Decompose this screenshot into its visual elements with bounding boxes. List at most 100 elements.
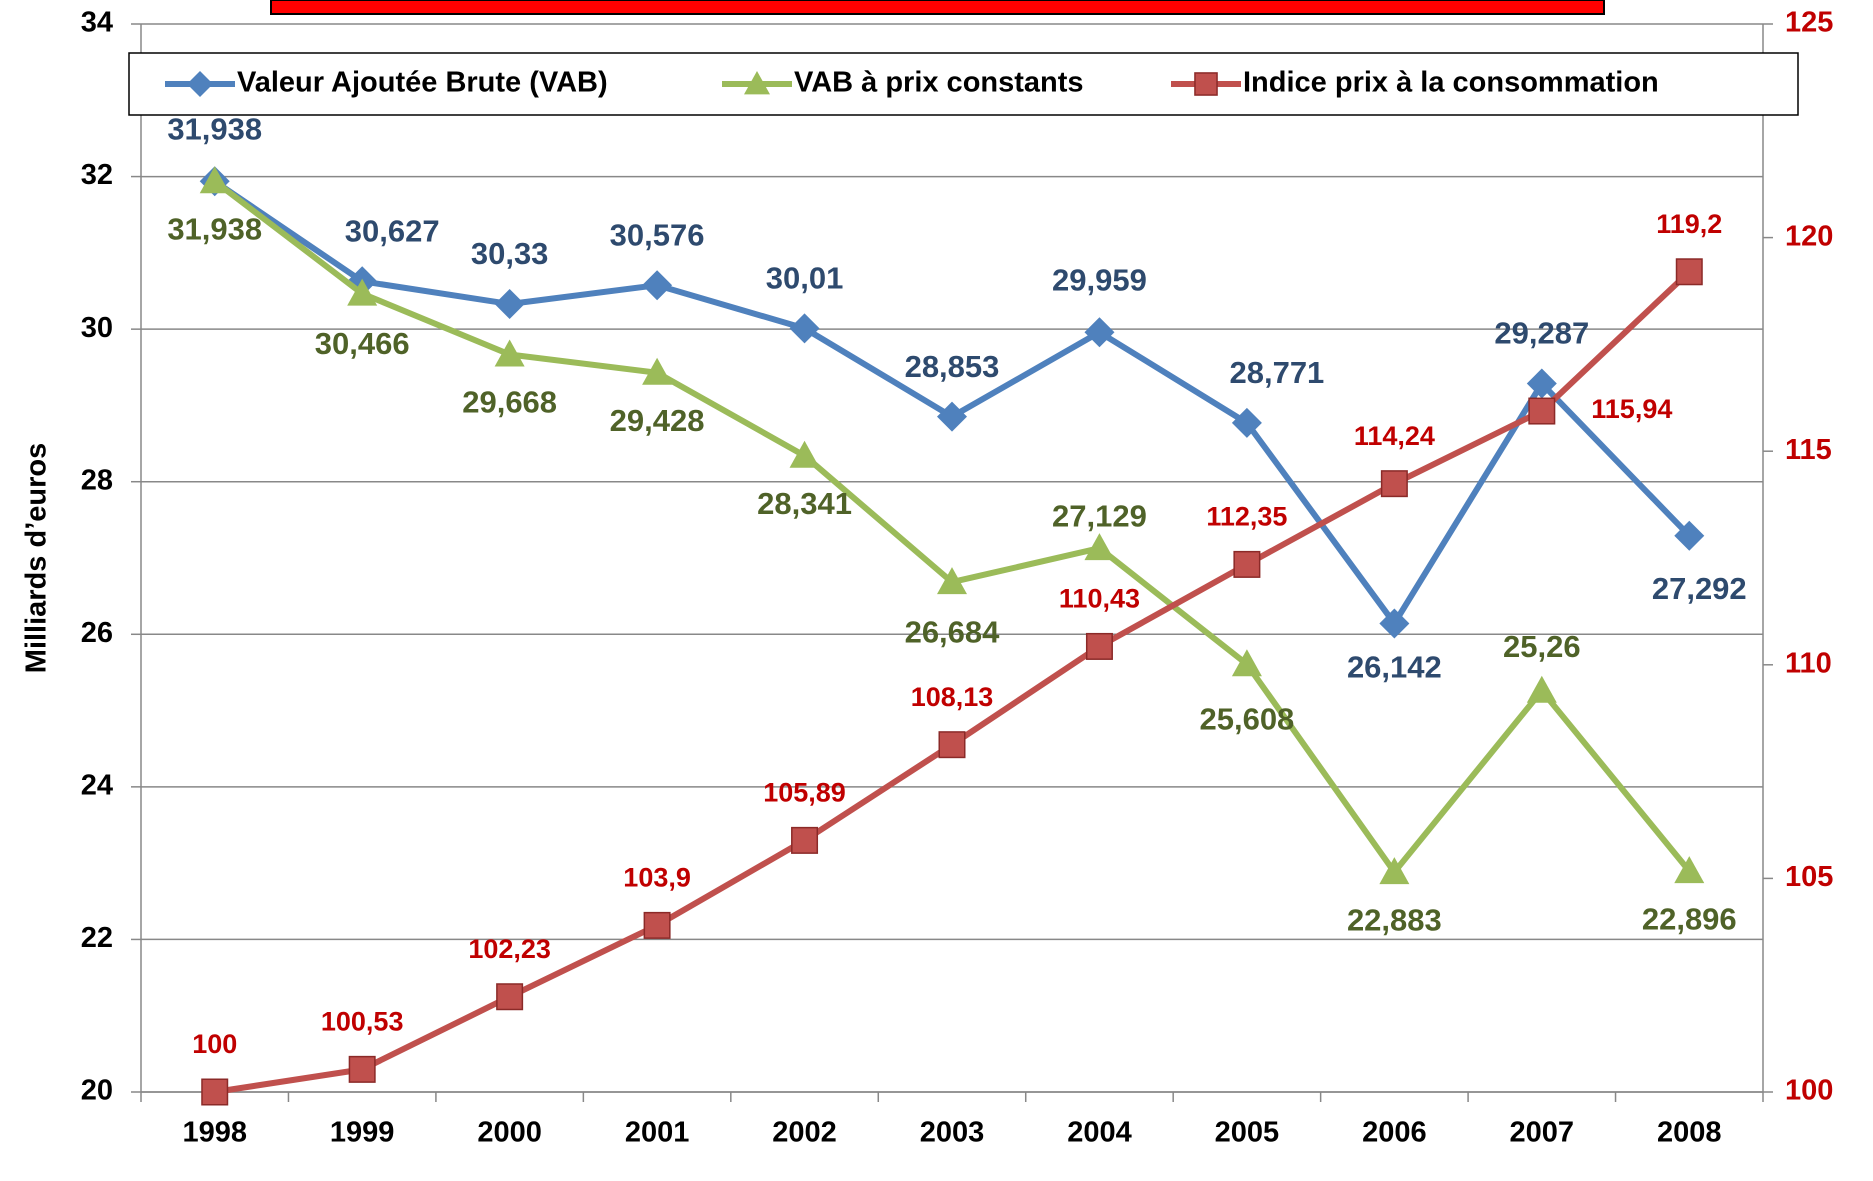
data-label: 103,9: [623, 863, 691, 893]
data-label: 28,341: [757, 486, 852, 521]
y2-tick-label: 105: [1785, 861, 1833, 893]
y-tick-label: 32: [81, 159, 113, 191]
marker: [1528, 397, 1556, 425]
data-label: 22,883: [1347, 902, 1442, 937]
data-label: 25,608: [1199, 701, 1294, 736]
marker: [199, 166, 230, 194]
data-label: 26,142: [1347, 650, 1442, 685]
data-label: 100,53: [321, 1006, 404, 1036]
marker: [643, 911, 671, 939]
data-label: 112,35: [1206, 502, 1287, 532]
marker: [496, 983, 524, 1011]
data-label: 29,287: [1494, 316, 1589, 351]
x-tick-label: 2002: [772, 1117, 837, 1149]
data-label: 119,2: [1656, 209, 1722, 239]
legend-label: VAB à prix constants: [794, 67, 1084, 99]
marker: [1084, 317, 1115, 348]
y2-tick-label: 120: [1785, 220, 1833, 252]
data-label: 30,33: [471, 236, 549, 271]
x-tick-label: 2001: [625, 1117, 690, 1149]
x-tick-label: 2006: [1362, 1117, 1427, 1149]
data-label: 29,428: [610, 403, 705, 438]
x-tick-label: 2007: [1510, 1117, 1575, 1149]
marker: [937, 401, 967, 432]
marker: [938, 731, 966, 759]
y-tick-label: 26: [81, 617, 113, 649]
data-label: 31,938: [167, 211, 262, 246]
data-label: 28,771: [1229, 355, 1324, 390]
marker: [789, 440, 820, 468]
series-line: [212, 178, 1692, 876]
marker: [642, 270, 673, 301]
marker: [347, 278, 378, 306]
y-tick-label: 34: [81, 7, 113, 39]
marker: [1231, 649, 1262, 677]
data-label: 26,684: [905, 614, 1001, 649]
data-label: 30,627: [345, 213, 440, 248]
data-label: 114,24: [1354, 421, 1435, 451]
marker: [791, 826, 819, 854]
y-tick-label: 30: [81, 312, 113, 344]
marker: [348, 1055, 376, 1083]
x-tick-label: 2000: [477, 1117, 542, 1149]
data-label: 30,576: [610, 217, 705, 252]
data-label: 29,668: [462, 385, 557, 420]
y-tick-label: 22: [81, 922, 113, 954]
data-label: 110,43: [1059, 584, 1140, 614]
data-label: 27,129: [1052, 498, 1147, 533]
marker: [1675, 258, 1703, 286]
marker: [1233, 550, 1261, 578]
marker: [744, 71, 770, 95]
marker: [1526, 675, 1557, 703]
data-label: 115,94: [1591, 394, 1672, 424]
data-label: 22,896: [1642, 901, 1737, 936]
marker: [1231, 407, 1262, 438]
marker: [1085, 632, 1113, 660]
data-label: 100: [192, 1029, 237, 1059]
data-label: 25,26: [1503, 629, 1581, 664]
marker: [1379, 857, 1410, 885]
x-tick-label: 2004: [1067, 1117, 1132, 1149]
y2-tick-label: 110: [1785, 647, 1832, 679]
data-label: 102,23: [468, 934, 551, 964]
y2-tick-label: 125: [1785, 7, 1833, 39]
marker: [201, 1078, 229, 1106]
legend-box: [128, 52, 1799, 116]
marker: [1526, 368, 1557, 399]
marker: [1379, 608, 1410, 639]
x-tick-label: 1998: [182, 1117, 247, 1149]
x-tick-label: 1999: [330, 1117, 395, 1149]
marker: [494, 288, 525, 319]
y2-tick-label: 115: [1785, 434, 1832, 466]
marker: [1674, 856, 1705, 884]
data-label: 31,938: [167, 111, 262, 146]
y-tick-label: 24: [81, 770, 113, 802]
marker: [1674, 520, 1705, 551]
x-tick-label: 2008: [1657, 1117, 1722, 1149]
marker: [187, 71, 213, 97]
data-label: 108,13: [911, 682, 994, 712]
marker: [1194, 72, 1218, 96]
marker: [1380, 470, 1408, 498]
legend-label: Indice prix à la consommation: [1243, 67, 1659, 99]
x-tick-label: 2005: [1215, 1117, 1280, 1149]
title-banner: [270, 0, 1605, 15]
data-label: 30,01: [766, 261, 844, 296]
data-label: 27,292: [1652, 571, 1747, 606]
marker: [642, 357, 673, 385]
data-label: 28,853: [905, 349, 1000, 384]
y-axis-label: Milliards d’euros: [21, 443, 53, 673]
data-label: 30,466: [315, 326, 410, 361]
marker: [1084, 533, 1115, 561]
data-label: 105,89: [763, 778, 846, 808]
legend-label: Valeur Ajoutée Brute (VAB): [237, 67, 608, 99]
y2-tick-label: 100: [1785, 1075, 1833, 1107]
y-tick-label: 28: [81, 464, 113, 496]
y-tick-label: 20: [81, 1075, 113, 1107]
marker: [937, 567, 967, 595]
data-label: 29,959: [1052, 262, 1147, 297]
marker: [789, 313, 820, 344]
marker: [494, 339, 525, 367]
x-tick-label: 2003: [920, 1117, 985, 1149]
